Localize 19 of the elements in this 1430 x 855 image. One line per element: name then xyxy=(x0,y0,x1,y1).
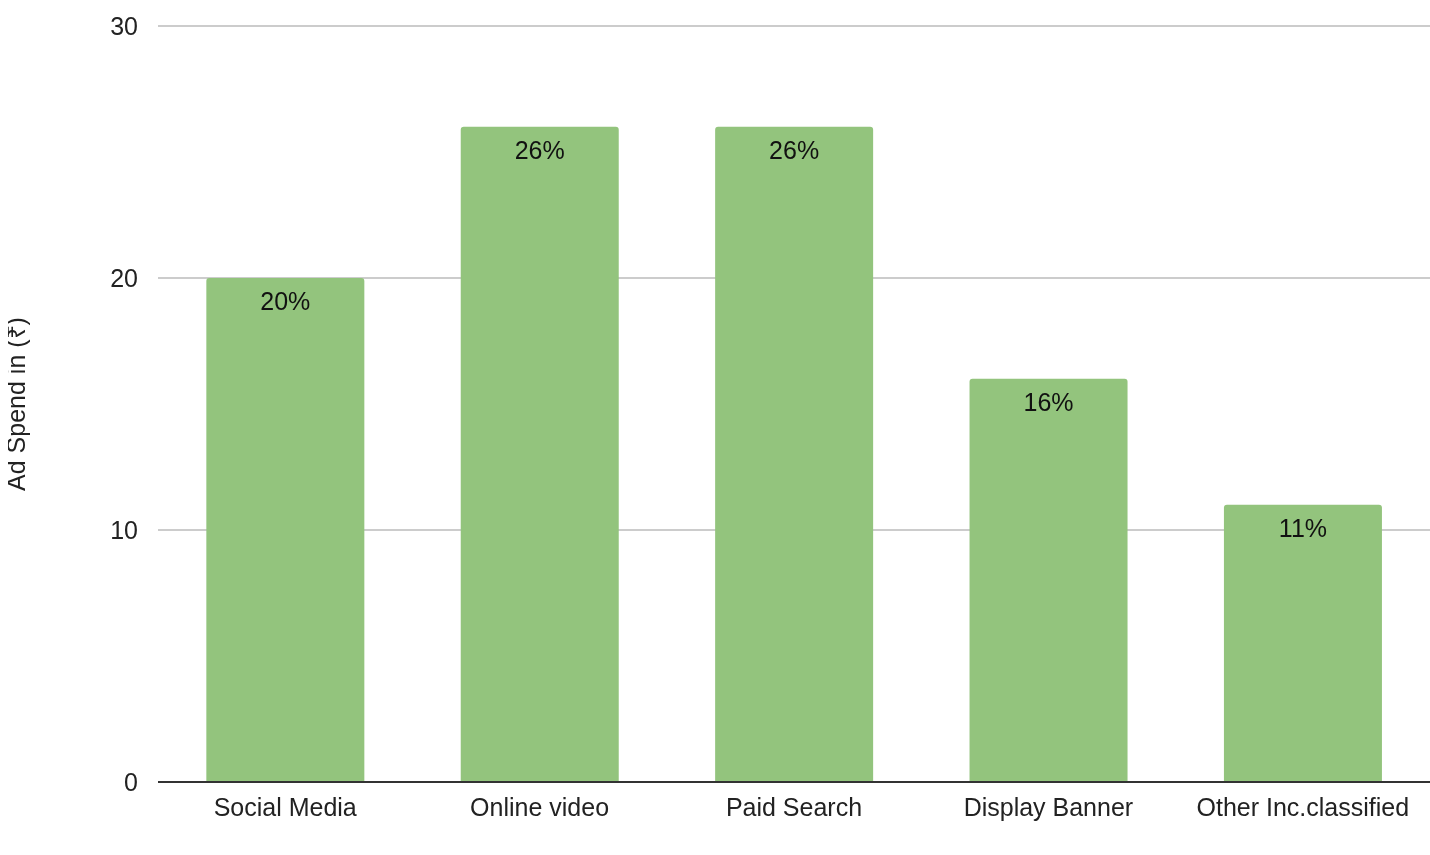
x-tick-label: Other Inc.classified xyxy=(1196,792,1410,821)
bar xyxy=(1223,504,1382,782)
data-label: 26% xyxy=(514,135,565,164)
y-tick-label: 20 xyxy=(110,263,138,292)
y-tick-label: 0 xyxy=(124,767,138,796)
bar xyxy=(969,378,1128,782)
x-tick-label: Paid Search xyxy=(725,792,863,821)
data-label: 16% xyxy=(1023,387,1074,416)
bar xyxy=(206,278,365,782)
y-tick-label: 10 xyxy=(110,515,138,544)
data-label: 11% xyxy=(1278,513,1328,542)
bar xyxy=(715,126,874,782)
y-tick-label: 30 xyxy=(110,11,138,40)
x-tick-label: Social Media xyxy=(213,792,357,821)
x-tick-label: Display Banner xyxy=(963,792,1134,821)
data-label: 20% xyxy=(260,286,311,315)
x-tick-label: Online video xyxy=(470,792,610,821)
bar xyxy=(460,126,619,782)
data-label: 26% xyxy=(769,135,820,164)
